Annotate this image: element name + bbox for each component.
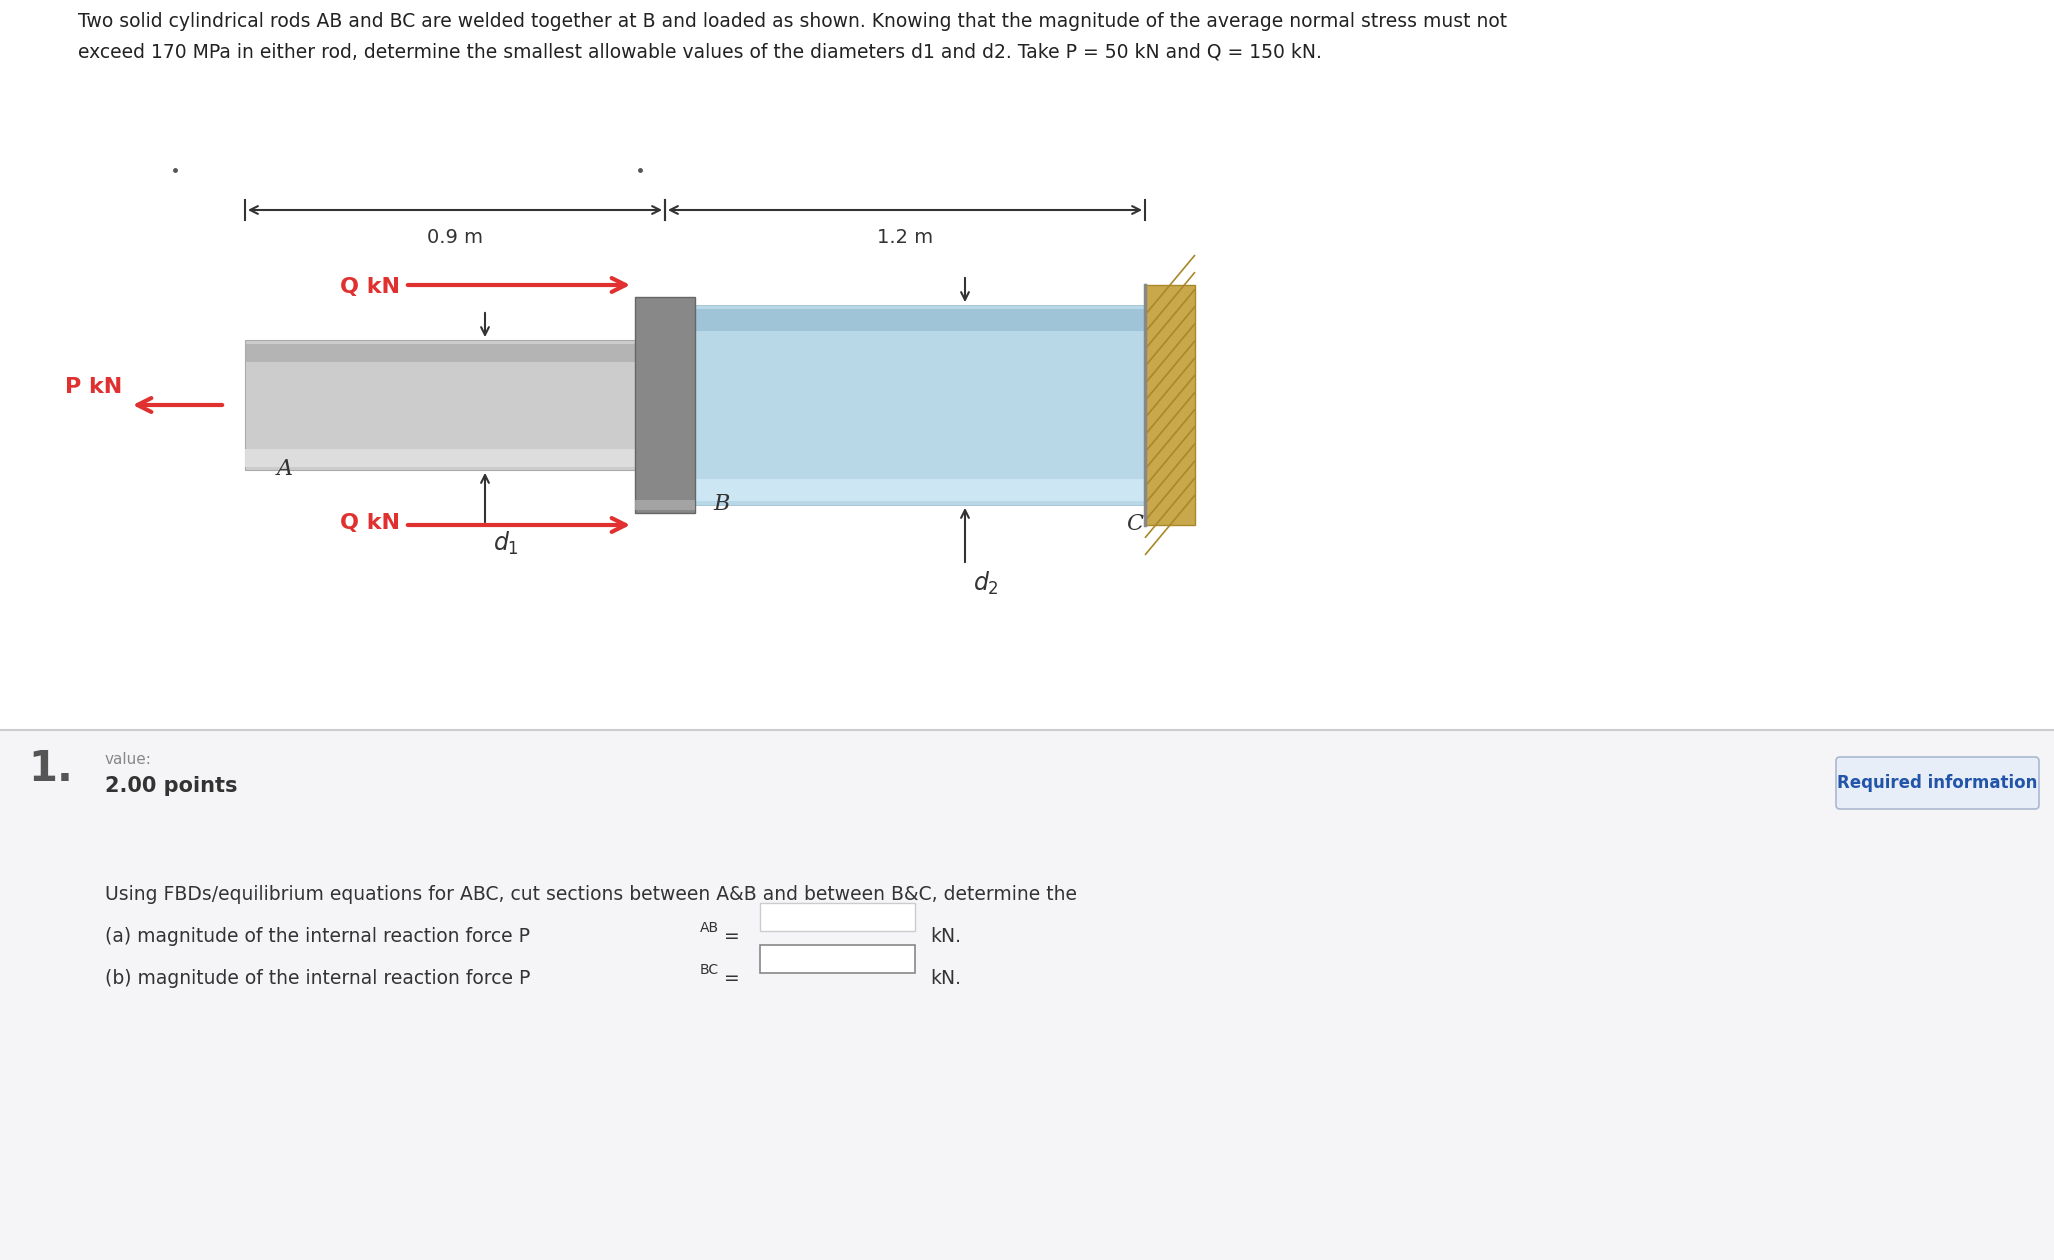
Bar xyxy=(0,0,2054,730)
Text: (a) magnitude of the internal reaction force P: (a) magnitude of the internal reaction f… xyxy=(105,927,530,946)
Bar xyxy=(694,479,1144,501)
Bar xyxy=(1144,285,1195,525)
Text: Two solid cylindrical rods AB and BC are welded together at B and loaded as show: Two solid cylindrical rods AB and BC are… xyxy=(78,13,1508,32)
Bar xyxy=(694,309,1144,331)
Text: 1.: 1. xyxy=(29,748,72,790)
Text: (b) magnitude of the internal reaction force P: (b) magnitude of the internal reaction f… xyxy=(105,969,530,988)
Bar xyxy=(244,340,665,470)
Text: Q kN: Q kN xyxy=(341,513,401,533)
Text: C: C xyxy=(1126,513,1144,536)
Bar xyxy=(0,730,2054,1260)
Text: Required information: Required information xyxy=(1838,774,2038,793)
Text: A: A xyxy=(277,457,294,480)
Bar xyxy=(760,903,914,931)
Text: 1.2 m: 1.2 m xyxy=(877,228,933,247)
Text: value:: value: xyxy=(105,752,152,767)
Text: BC: BC xyxy=(700,963,719,976)
Text: AB: AB xyxy=(700,921,719,935)
Text: 0.9 m: 0.9 m xyxy=(427,228,483,247)
Text: P kN: P kN xyxy=(66,377,121,397)
Text: kN.: kN. xyxy=(930,927,961,946)
Text: Q kN: Q kN xyxy=(341,277,401,297)
Text: =: = xyxy=(719,969,739,988)
Bar xyxy=(694,305,1144,505)
Bar xyxy=(244,449,665,467)
Text: B: B xyxy=(713,493,729,515)
Bar xyxy=(244,344,665,362)
Text: =: = xyxy=(719,927,739,946)
Bar xyxy=(635,297,694,513)
Text: kN.: kN. xyxy=(930,969,961,988)
Text: exceed 170 MPa in either rod, determine the smallest allowable values of the dia: exceed 170 MPa in either rod, determine … xyxy=(78,42,1323,60)
Bar xyxy=(635,500,694,510)
Text: Using FBDs/equilibrium equations for ABC, cut sections between A&B and between B: Using FBDs/equilibrium equations for ABC… xyxy=(105,885,1076,903)
Bar xyxy=(760,945,914,973)
Text: $d_2$: $d_2$ xyxy=(974,570,998,597)
FancyBboxPatch shape xyxy=(1836,757,2040,809)
Text: 2.00 points: 2.00 points xyxy=(105,776,238,796)
Text: $d_1$: $d_1$ xyxy=(493,530,520,557)
